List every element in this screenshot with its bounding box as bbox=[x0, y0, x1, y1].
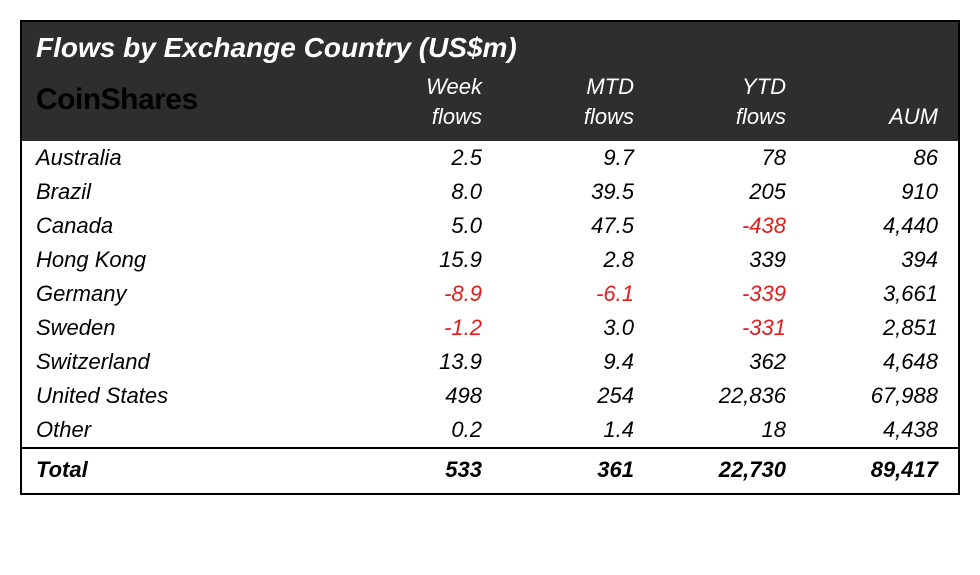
cell: 498 bbox=[336, 383, 488, 409]
cell: 15.9 bbox=[336, 247, 488, 273]
table-row: Sweden-1.23.0-3312,851 bbox=[22, 311, 958, 345]
cell: 13.9 bbox=[336, 349, 488, 375]
cell: -339 bbox=[640, 281, 792, 307]
total-cell: 22,730 bbox=[640, 457, 792, 483]
row-label: Australia bbox=[36, 145, 336, 171]
cell: 8.0 bbox=[336, 179, 488, 205]
row-label: Canada bbox=[36, 213, 336, 239]
cell: 9.7 bbox=[488, 145, 640, 171]
total-cell: 89,417 bbox=[792, 457, 944, 483]
col-header-line1: YTD bbox=[742, 74, 786, 99]
cell: -1.2 bbox=[336, 315, 488, 341]
cell: 339 bbox=[640, 247, 792, 273]
table-row: Other0.21.4184,438 bbox=[22, 413, 958, 447]
row-label: Switzerland bbox=[36, 349, 336, 375]
cell: 86 bbox=[792, 145, 944, 171]
row-label: Sweden bbox=[36, 315, 336, 341]
cell: -8.9 bbox=[336, 281, 488, 307]
cell: -438 bbox=[640, 213, 792, 239]
cell: 254 bbox=[488, 383, 640, 409]
table-row: Hong Kong15.92.8339394 bbox=[22, 243, 958, 277]
col-header-line1: Week bbox=[426, 74, 482, 99]
cell: 18 bbox=[640, 417, 792, 443]
col-header-line1: MTD bbox=[586, 74, 634, 99]
row-label: Hong Kong bbox=[36, 247, 336, 273]
col-header-ytd: YTD flows bbox=[640, 72, 792, 131]
table-row: Switzerland13.99.43624,648 bbox=[22, 345, 958, 379]
cell: -331 bbox=[640, 315, 792, 341]
cell: 4,648 bbox=[792, 349, 944, 375]
cell: 394 bbox=[792, 247, 944, 273]
table-row: Brazil8.039.5205910 bbox=[22, 175, 958, 209]
col-header-line2: flows bbox=[736, 104, 786, 129]
cell: 22,836 bbox=[640, 383, 792, 409]
cell: 1.4 bbox=[488, 417, 640, 443]
cell: -6.1 bbox=[488, 281, 640, 307]
brand-logo: CoinShares bbox=[36, 83, 336, 131]
cell: 3.0 bbox=[488, 315, 640, 341]
cell: 910 bbox=[792, 179, 944, 205]
col-header-aum: AUM bbox=[792, 72, 944, 131]
row-label: Other bbox=[36, 417, 336, 443]
table-title: Flows by Exchange Country (US$m) bbox=[22, 22, 958, 70]
table-row: Germany-8.9-6.1-3393,661 bbox=[22, 277, 958, 311]
table-row: United States49825422,83667,988 bbox=[22, 379, 958, 413]
table-header: Flows by Exchange Country (US$m) CoinSha… bbox=[22, 22, 958, 141]
cell: 78 bbox=[640, 145, 792, 171]
table-row: Canada5.047.5-4384,440 bbox=[22, 209, 958, 243]
cell: 5.0 bbox=[336, 213, 488, 239]
col-header-week: Week flows bbox=[336, 72, 488, 131]
row-label: Germany bbox=[36, 281, 336, 307]
cell: 47.5 bbox=[488, 213, 640, 239]
cell: 3,661 bbox=[792, 281, 944, 307]
table-row: Australia2.59.77886 bbox=[22, 141, 958, 175]
cell: 362 bbox=[640, 349, 792, 375]
table-body: Australia2.59.77886Brazil8.039.5205910Ca… bbox=[22, 141, 958, 447]
total-label: Total bbox=[36, 457, 336, 483]
cell: 2,851 bbox=[792, 315, 944, 341]
cell: 4,438 bbox=[792, 417, 944, 443]
col-header-line2: flows bbox=[584, 104, 634, 129]
cell: 205 bbox=[640, 179, 792, 205]
flows-table: Flows by Exchange Country (US$m) CoinSha… bbox=[20, 20, 960, 495]
cell: 67,988 bbox=[792, 383, 944, 409]
col-header-mtd: MTD flows bbox=[488, 72, 640, 131]
total-cell: 361 bbox=[488, 457, 640, 483]
total-row: Total 533 361 22,730 89,417 bbox=[22, 447, 958, 493]
cell: 2.8 bbox=[488, 247, 640, 273]
col-header-line2: AUM bbox=[889, 104, 938, 129]
cell: 2.5 bbox=[336, 145, 488, 171]
col-header-line2: flows bbox=[432, 104, 482, 129]
cell: 9.4 bbox=[488, 349, 640, 375]
cell: 4,440 bbox=[792, 213, 944, 239]
cell: 0.2 bbox=[336, 417, 488, 443]
row-label: United States bbox=[36, 383, 336, 409]
cell: 39.5 bbox=[488, 179, 640, 205]
header-row: CoinShares Week flows MTD flows YTD flow… bbox=[22, 70, 958, 141]
column-headers: Week flows MTD flows YTD flows AUM bbox=[336, 72, 944, 131]
total-cell: 533 bbox=[336, 457, 488, 483]
row-label: Brazil bbox=[36, 179, 336, 205]
